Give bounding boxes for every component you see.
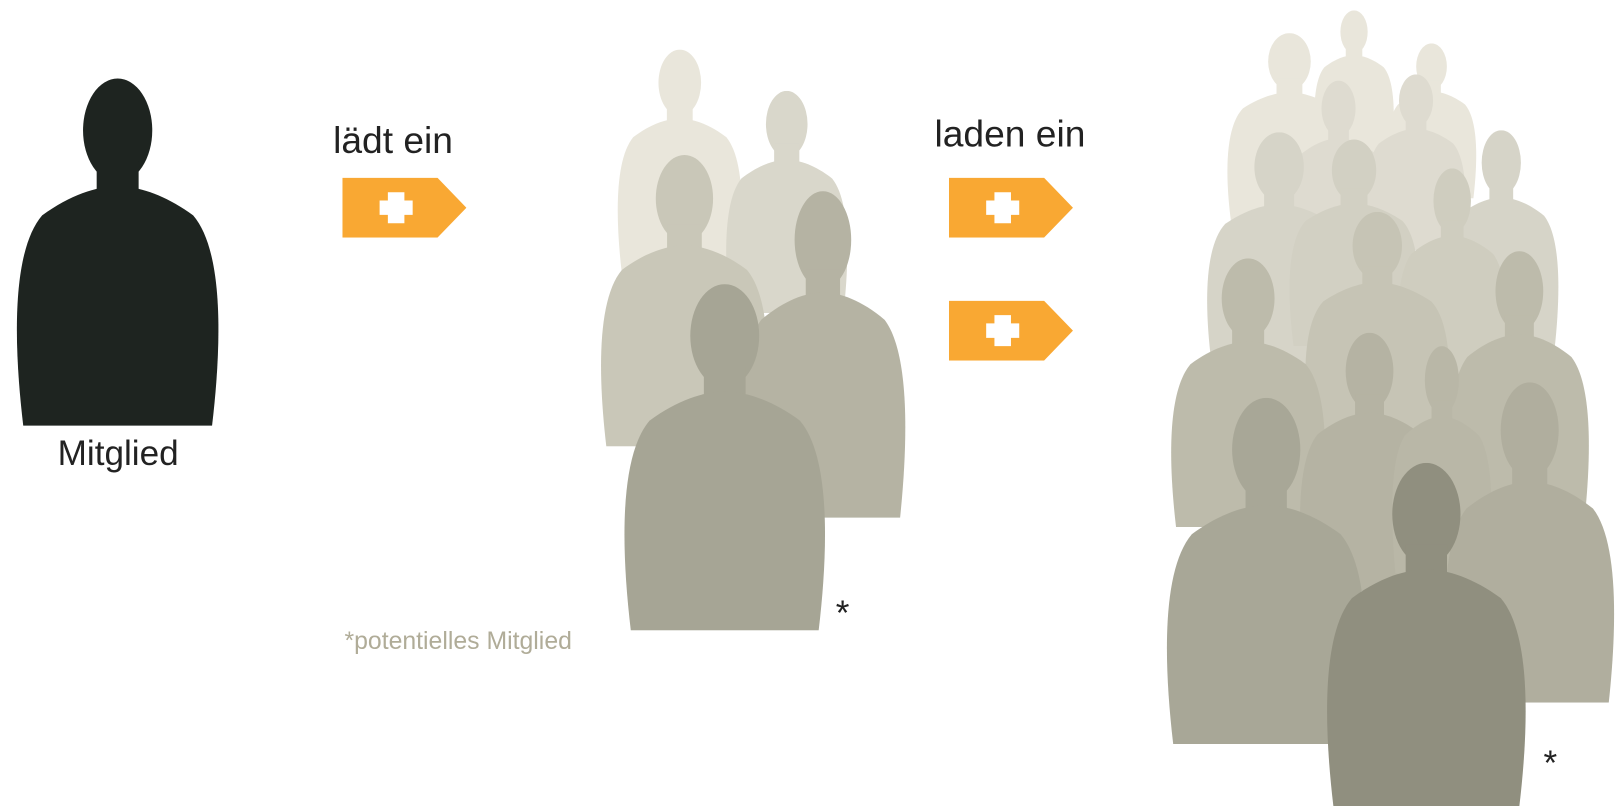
invite-tag <box>948 300 1073 361</box>
step-label: laden ein <box>934 113 1085 155</box>
step-label: lädt ein <box>333 119 453 161</box>
silhouette <box>1314 10 1394 156</box>
member-silhouette <box>16 78 219 426</box>
member-label: Mitglied <box>58 434 179 473</box>
asterisk: * <box>1544 744 1558 783</box>
footnote: *potentielles Mitglied <box>344 628 571 655</box>
invite-tag <box>342 177 467 238</box>
invite-tag <box>948 177 1073 238</box>
group-grown <box>1166 10 1615 806</box>
group-potential-members <box>601 49 906 631</box>
asterisk: * <box>836 594 850 633</box>
